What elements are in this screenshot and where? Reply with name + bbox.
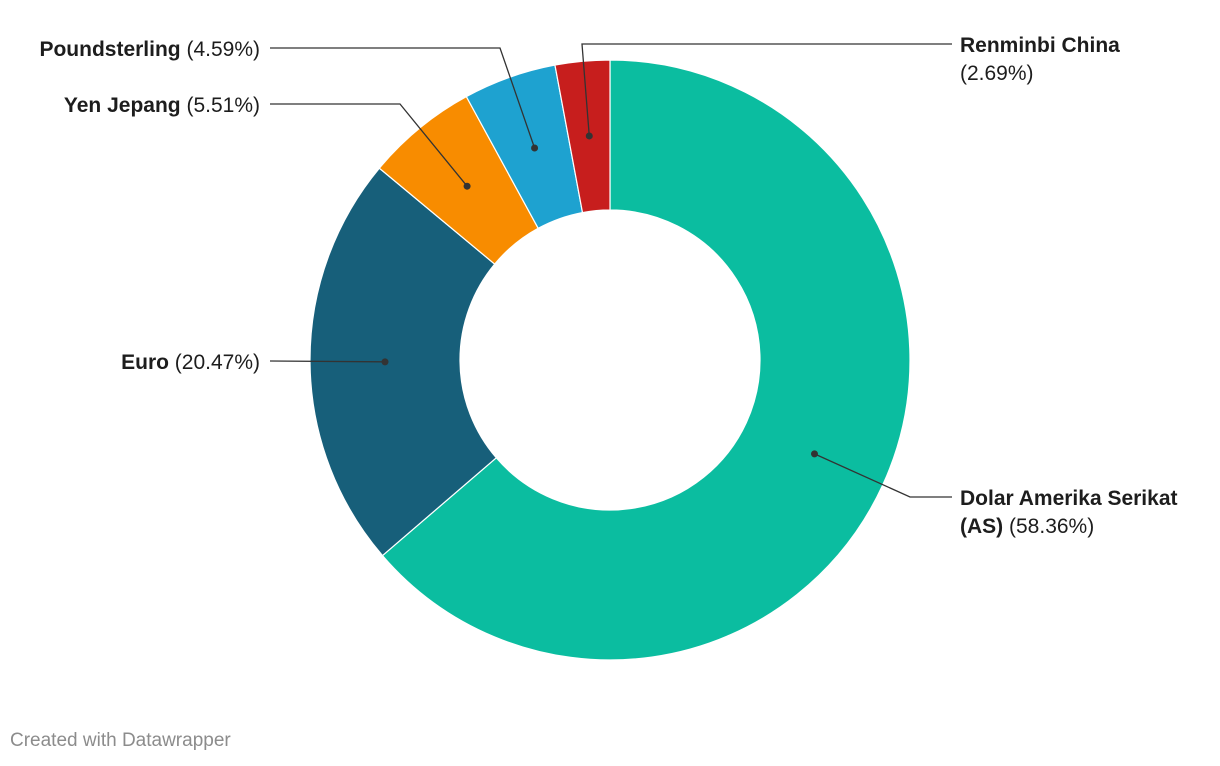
leader-dot-yen-jepang (463, 182, 471, 190)
slice-label-yen-jepang: Yen Jepang (5.51%) (64, 94, 260, 117)
slice-label-name: Euro (121, 351, 169, 374)
slice-label-value: (4.59%) (181, 38, 260, 61)
credit-footer: Created with Datawrapper (10, 730, 231, 751)
leader-line-yen-jepang (270, 103, 468, 187)
slice-label-euro: Euro (20.47%) (121, 351, 260, 374)
slice-label-name: Dolar Amerika Serikat (960, 487, 1178, 510)
slice-label-renminbi-china: Renminbi China (2.69%) (960, 34, 1120, 85)
slice-label-name: Yen Jepang (64, 94, 181, 117)
slice-renminbi-china (554, 59, 611, 214)
slice-label-value: (20.47%) (169, 351, 260, 374)
slice-label-value: (5.51%) (181, 94, 260, 117)
leader-lines (269, 43, 952, 498)
slice-label-name: Poundsterling (39, 38, 180, 61)
leader-line-dolar-amerika-serikat-as (814, 453, 952, 498)
leader-dot-poundsterling (531, 144, 539, 152)
leader-dot-dolar-amerika-serikat-as (810, 450, 818, 458)
leader-line-poundsterling (270, 47, 536, 149)
donut-slices (309, 59, 911, 661)
slice-label-value: (58.36%) (1003, 515, 1094, 538)
leader-line-euro (269, 360, 386, 363)
leader-dot-renminbi-china (585, 132, 593, 140)
slice-label-dolar-amerika-serikat-as: Dolar Amerika Serikat (AS) (58.36%) (960, 487, 1178, 538)
slice-dolar-amerika-serikat-as (381, 59, 911, 661)
slice-label-name: (AS) (960, 515, 1003, 538)
slice-labels: Dolar Amerika Serikat (AS) (58.36%) Euro (… (39, 34, 1177, 538)
slice-label-name: Renminbi China (960, 34, 1120, 57)
leader-line-renminbi-china (581, 43, 952, 137)
leader-dot-euro (381, 358, 389, 366)
slice-label-poundsterling: Poundsterling (4.59%) (39, 38, 260, 61)
slice-label-value: (2.69%) (960, 62, 1034, 85)
slice-euro (309, 167, 498, 557)
